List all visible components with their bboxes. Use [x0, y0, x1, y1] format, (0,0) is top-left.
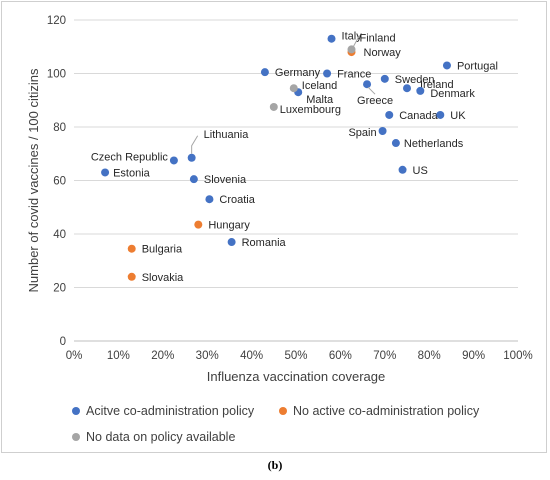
point-label: Netherlands — [404, 138, 464, 150]
panel-label: (b) — [267, 458, 283, 472]
point-label: Lithuania — [204, 129, 250, 141]
data-point — [227, 238, 236, 247]
legend-marker — [72, 407, 80, 415]
point-label: Croatia — [219, 194, 255, 206]
x-tick-label: 90% — [462, 350, 485, 362]
point-label: Spain — [348, 127, 376, 139]
legend-label: Acitve co-administration policy — [86, 404, 255, 418]
point-label: Sweden — [395, 74, 435, 86]
y-tick-label: 120 — [47, 15, 66, 27]
data-point — [189, 175, 198, 184]
point-label: Estonia — [113, 167, 151, 179]
x-tick-label: 100% — [503, 350, 532, 362]
legend-label: No data on policy available — [86, 430, 235, 444]
y-tick-label: 40 — [53, 229, 66, 241]
x-tick-label: 30% — [196, 350, 219, 362]
data-point — [127, 272, 136, 281]
data-point — [378, 127, 387, 136]
x-tick-label: 40% — [240, 350, 263, 362]
legend-label: No active co-administration policy — [293, 404, 480, 418]
data-point — [260, 68, 269, 77]
data-point — [101, 168, 110, 177]
data-point — [347, 45, 356, 54]
point-label: Slovenia — [204, 174, 247, 186]
legend-marker — [72, 433, 80, 441]
legend-marker — [279, 407, 287, 415]
data-point — [391, 139, 400, 148]
x-tick-label: 60% — [329, 350, 352, 362]
x-tick-label: 20% — [151, 350, 174, 362]
data-point — [127, 244, 136, 253]
data-point — [442, 61, 451, 70]
point-label: Norway — [364, 47, 402, 59]
y-tick-label: 20 — [53, 283, 66, 295]
point-label: Ireland — [420, 79, 454, 91]
x-tick-label: 80% — [418, 350, 441, 362]
point-label: Denmark — [430, 88, 475, 100]
x-tick-label: 50% — [284, 350, 307, 362]
point-label: Finland — [360, 32, 396, 44]
y-axis-title: Number of covid vaccines / 100 citizins — [26, 68, 41, 292]
leader-line — [353, 35, 360, 47]
data-point — [194, 220, 203, 229]
point-label: Portugal — [457, 60, 498, 72]
point-label: Iceland — [302, 80, 337, 92]
point-label: France — [337, 69, 371, 81]
point-label: US — [413, 165, 428, 177]
point-label: UK — [450, 110, 466, 122]
point-label: Bulgaria — [142, 244, 183, 256]
data-point — [289, 84, 298, 93]
point-label: Hungary — [208, 220, 250, 232]
data-point — [205, 195, 214, 204]
x-tick-label: 10% — [107, 350, 130, 362]
y-tick-label: 0 — [60, 336, 66, 348]
data-point — [385, 110, 394, 119]
point-label: Czech Republic — [91, 151, 169, 163]
chart-frame — [1, 1, 547, 453]
x-tick-label: 70% — [373, 350, 396, 362]
data-point — [169, 156, 178, 165]
data-point — [398, 165, 407, 174]
data-point — [327, 34, 336, 43]
x-axis-title: Influenza vaccination coverage — [207, 369, 386, 384]
data-point — [363, 80, 372, 89]
point-label: Malta — [306, 94, 334, 106]
y-tick-label: 100 — [47, 69, 66, 81]
x-tick-label: 0% — [66, 350, 83, 362]
point-label: Slovakia — [142, 272, 184, 284]
leader-line — [367, 86, 376, 95]
data-point — [403, 84, 411, 93]
point-label: Luxembourg — [280, 104, 341, 116]
point-label: Canada — [399, 110, 438, 122]
y-tick-label: 80 — [53, 122, 66, 134]
point-label: Romania — [242, 237, 287, 249]
data-point — [187, 153, 196, 162]
data-point — [380, 74, 389, 83]
point-label: Germany — [275, 67, 321, 79]
point-label: Greece — [357, 95, 393, 107]
leader-line — [191, 135, 199, 154]
y-tick-label: 60 — [53, 176, 66, 188]
data-point — [269, 102, 278, 111]
data-point — [416, 86, 425, 95]
data-point — [323, 69, 332, 78]
data-point — [436, 110, 445, 119]
